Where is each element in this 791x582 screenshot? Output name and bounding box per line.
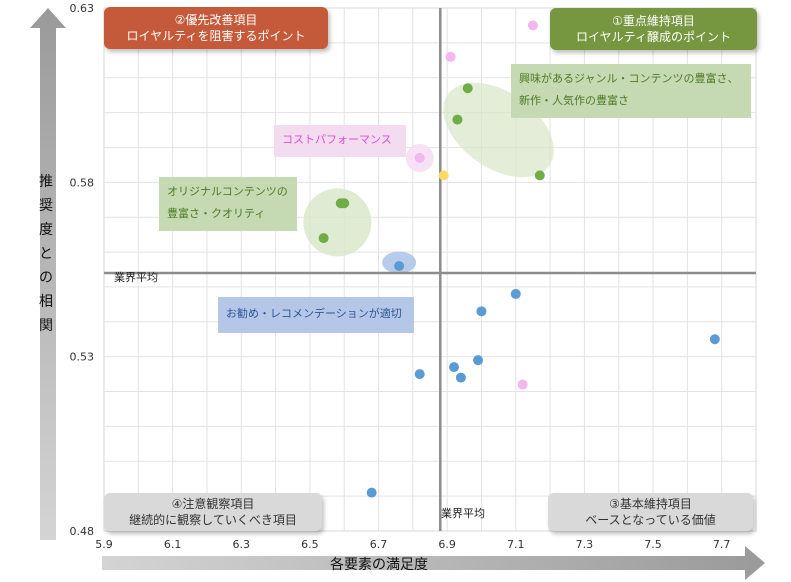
data-point — [510, 288, 521, 299]
data-point — [527, 20, 538, 31]
grid-lines — [103, 7, 757, 532]
data-point — [335, 198, 346, 209]
average-lines — [104, 8, 756, 531]
quadrant-1-subtitle: ロイヤルティ醸成のポイント — [576, 30, 731, 44]
annotation-cost-text: コストパフォーマンス — [282, 133, 392, 146]
data-point — [476, 306, 487, 317]
y-axis-title: 推奨度との相関 — [39, 174, 53, 334]
x-tick-label: 7.3 — [576, 538, 594, 551]
data-points — [318, 20, 720, 498]
x-tick-label: 6.3 — [233, 538, 251, 551]
data-point — [709, 334, 720, 345]
data-point — [414, 152, 425, 163]
zone-original — [303, 188, 372, 257]
data-point — [414, 369, 425, 380]
y-tick-labels: 0.48 0.53 0.58 0.63 — [70, 2, 95, 538]
x-tick-label: 7.5 — [644, 538, 662, 551]
x-tick-label: 6.1 — [164, 538, 182, 551]
x-tick-label: 6.7 — [370, 538, 388, 551]
y-tick-label: 0.53 — [70, 351, 95, 364]
x-axis-arrow — [102, 546, 765, 580]
avg-label-y: 業界平均 — [114, 271, 158, 284]
data-point — [517, 379, 528, 390]
quadrant-3-label: ③基本維持項目 ベースとなっている価値 — [548, 493, 753, 531]
y-tick-label: 0.63 — [70, 2, 95, 15]
annotation-recommend: お勧め・レコメンデーションが適切 — [218, 297, 414, 333]
data-point — [318, 233, 329, 244]
annotation-original-line1: オリジナルコンテンツの — [167, 185, 288, 198]
annotation-genre: 興味があるジャンル・コンテンツの豊富さ、 新作・人気作の豊富さ — [511, 64, 751, 118]
quadrant-2-subtitle: ロイヤルティを阻害するポイント — [126, 29, 306, 43]
y-axis-arrow — [30, 8, 66, 540]
data-point — [462, 83, 473, 94]
quadrant-1-title: ①重点維持項目 — [612, 14, 695, 28]
x-tick-label: 5.9 — [95, 538, 113, 551]
data-point — [438, 170, 449, 181]
y-tick-label: 0.48 — [70, 525, 95, 538]
data-point — [394, 261, 405, 272]
x-tick-labels: 5.9 6.1 6.3 6.5 6.7 6.9 7.1 7.3 7.5 7.7 — [95, 538, 730, 551]
data-point — [366, 487, 377, 498]
quadrant-3-subtitle: ベースとなっている価値 — [585, 513, 716, 527]
quadrant-1-label: ①重点維持項目 ロイヤルティ醸成のポイント — [550, 8, 757, 50]
quadrant-4-title: ④注意観察項目 — [171, 497, 255, 511]
data-point — [452, 114, 463, 125]
quadrant-4-subtitle: 継続的に観察していくべき項目 — [129, 513, 297, 527]
quadrant-3-title: ③基本維持項目 — [609, 497, 692, 511]
data-point — [449, 362, 460, 373]
annotation-genre-line1: 興味があるジャンル・コンテンツの豊富さ、 — [519, 72, 739, 85]
data-point — [455, 372, 466, 383]
quadrant-2-title: ②優先改善項目 — [174, 13, 258, 27]
annotation-original: オリジナルコンテンツの 豊富さ・クオリティ — [159, 177, 297, 231]
data-point — [534, 170, 545, 181]
x-tick-label: 7.1 — [507, 538, 525, 551]
data-point — [473, 355, 484, 366]
data-point — [445, 51, 456, 62]
annotation-recommend-text: お勧め・レコメンデーションが適切 — [226, 307, 402, 320]
x-tick-label: 6.5 — [301, 538, 319, 551]
y-tick-label: 0.58 — [70, 176, 95, 189]
x-tick-label: 6.9 — [438, 538, 456, 551]
x-axis-title: 各要素の満足度 — [330, 557, 428, 573]
avg-label-x: 業界平均 — [441, 507, 485, 520]
quadrant-4-label: ④注意観察項目 継続的に観察していくべき項目 — [104, 493, 322, 531]
quadrant-2-label: ②優先改善項目 ロイヤルティを阻害するポイント — [104, 7, 328, 49]
annotation-original-line2: 豊富さ・クオリティ — [167, 207, 266, 220]
x-tick-label: 7.7 — [713, 538, 731, 551]
annotation-cost: コストパフォーマンス — [274, 125, 406, 157]
annotation-genre-line2: 新作・人気作の豊富さ — [519, 94, 629, 107]
